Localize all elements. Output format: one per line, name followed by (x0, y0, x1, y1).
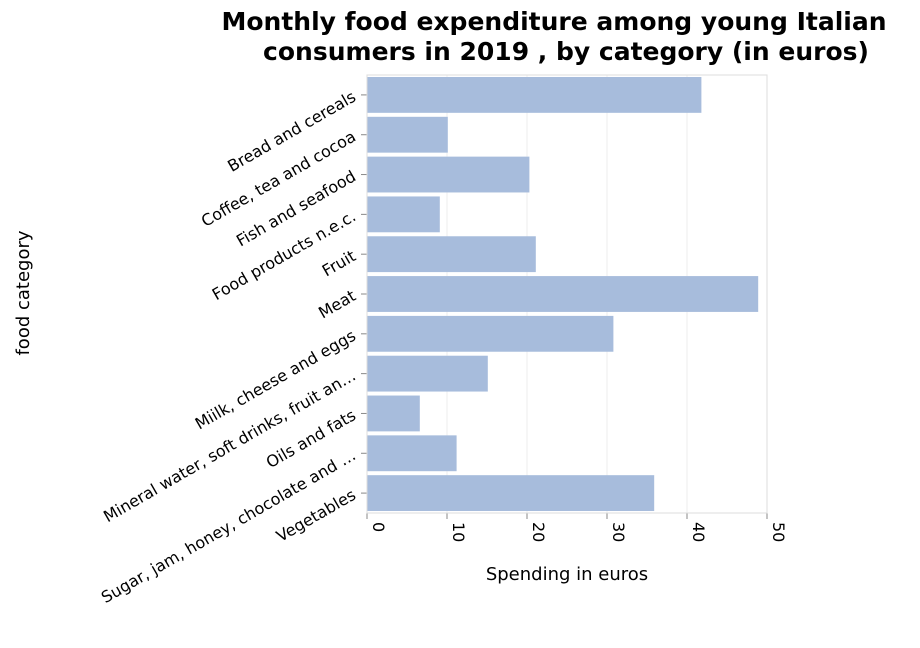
bar (367, 315, 614, 352)
x-tick-label: 40 (689, 522, 708, 542)
x-tick-label: 50 (769, 522, 788, 542)
bar (367, 236, 536, 273)
chart-title-line-2: consumers in 2019 , by category (in euro… (263, 37, 869, 66)
x-tick-label: 10 (449, 522, 468, 542)
bars (367, 76, 759, 512)
bar (367, 76, 702, 113)
bar (367, 116, 448, 153)
x-tick-label: 0 (369, 522, 388, 532)
x-axis-title: Spending in euros (486, 564, 648, 585)
chart-title: Monthly food expenditure among young Ita… (221, 7, 886, 66)
bar (367, 355, 488, 392)
bar (367, 276, 759, 312)
bar (367, 196, 440, 233)
x-tick-label: 30 (609, 522, 628, 542)
chart-title-line-1: Monthly food expenditure among young Ita… (221, 7, 886, 36)
bar (367, 475, 655, 512)
y-tick-label: Meat (315, 286, 359, 322)
x-tick-label: 20 (529, 522, 548, 542)
bar (367, 435, 457, 472)
y-tick-label: Fruit (319, 246, 359, 280)
y-axis-title: food category (13, 230, 34, 355)
plot-frame (366, 74, 768, 514)
bar (367, 395, 420, 432)
y-tick-label: Sugar, jam, honey, chocolate and … (98, 445, 359, 607)
bar (367, 156, 530, 193)
